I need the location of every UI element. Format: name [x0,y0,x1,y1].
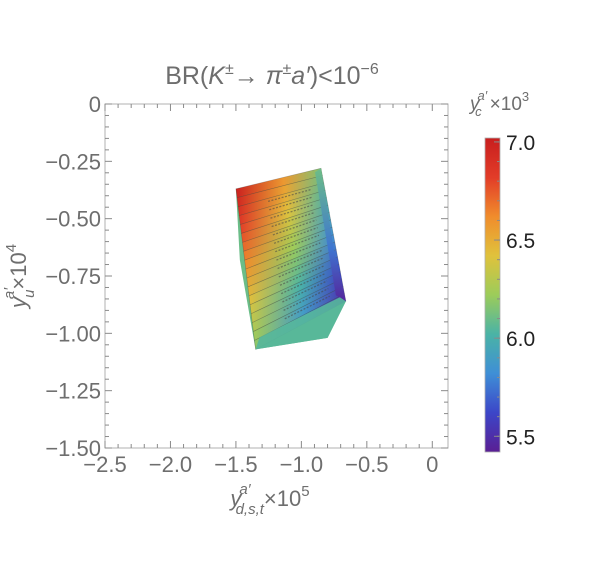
y-tick-label: −1.25 [45,379,101,404]
colorbar-tick-label: 5.5 [506,426,535,449]
colorbar-axis: 7.0 6.5 6.0 5.5 [494,132,535,449]
region-slice-hatch [280,272,326,295]
region-slice-hatch [283,288,329,311]
region-slice-hatch [271,211,316,228]
colorbar-tick-label: 7.0 [506,132,535,155]
y-tick-label: 0 [89,92,101,117]
x-axis: −2.5 −2.0 −1.5 −1.0 −0.5 0 [83,104,438,477]
allowed-region [235,167,347,350]
region-slice-hatch [279,265,325,286]
region-slice-hatch [270,204,314,219]
colorbar-tick-label: 6.0 [506,328,535,351]
x-axis-label: ya′ d,s,t×105 [228,481,309,518]
region-bottom-face [255,297,346,350]
region-side-face [315,168,346,302]
y-axis: 0 −0.25 −0.50 −0.75 −1.00 −1.25 −1.50 [45,92,448,461]
colorbar-label: ya′ c ×103 [468,88,529,119]
x-tick-label: −1.0 [280,452,323,477]
region-slice-hatch [269,196,313,211]
colorbar-tick-label: 6.5 [506,230,535,253]
x-tick-label: −1.5 [214,452,257,477]
x-tick-label: −2.5 [83,452,126,477]
region-slice-hatch [282,280,328,303]
region-slice-hatch [278,257,324,278]
y-tick-label: −0.25 [45,149,101,174]
region-slice-hatch [284,295,330,320]
colorbar [484,137,501,453]
y-tick-label: −0.50 [45,207,101,232]
region-slice-hatch [273,227,318,244]
x-tick-label: 0 [426,452,438,477]
chart-title: BR(K±→ π±a′)<10−6 [165,61,379,90]
y-tick-label: −1.00 [45,321,101,346]
region-slice-hatch [275,234,320,253]
region-slice-hatch [277,249,322,270]
y-tick-label: −0.75 [45,264,101,289]
region-slice-hatch [272,219,317,236]
region-slice-hatch [267,188,312,203]
region-slice-hatch [276,242,321,261]
x-tick-label: −2.0 [149,452,192,477]
x-tick-label: −0.5 [345,452,388,477]
y-tick-label: −1.50 [45,436,101,461]
y-axis-label: ya′ u×104 [1,244,38,310]
